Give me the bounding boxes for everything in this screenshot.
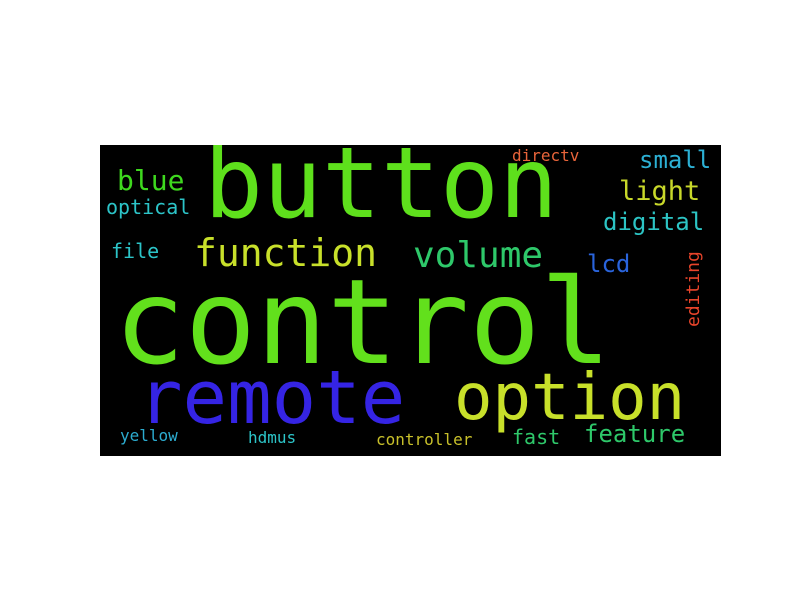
word-lcd: lcd (587, 250, 631, 278)
word-remote: remote (138, 355, 406, 441)
word-digital: digital (603, 208, 705, 236)
word-function: function (194, 231, 378, 275)
word-fast: fast (512, 425, 561, 449)
word-feature: feature (584, 420, 686, 448)
word-button: button (204, 145, 559, 241)
word-directv: directv (512, 146, 580, 165)
word-cloud: control button remote option function vo… (100, 145, 721, 456)
word-small: small (639, 146, 712, 174)
word-controller: controller (376, 430, 473, 449)
word-light: light (619, 176, 701, 207)
word-file: file (111, 239, 160, 263)
word-optical: optical (106, 195, 191, 219)
word-volume: volume (413, 235, 544, 276)
word-option: option (454, 361, 686, 435)
word-blue: blue (117, 164, 185, 197)
word-hdmus: hdmus (248, 428, 297, 447)
word-control: control (114, 253, 612, 391)
word-yellow: yellow (120, 426, 178, 445)
word-editing: editing (683, 251, 704, 327)
